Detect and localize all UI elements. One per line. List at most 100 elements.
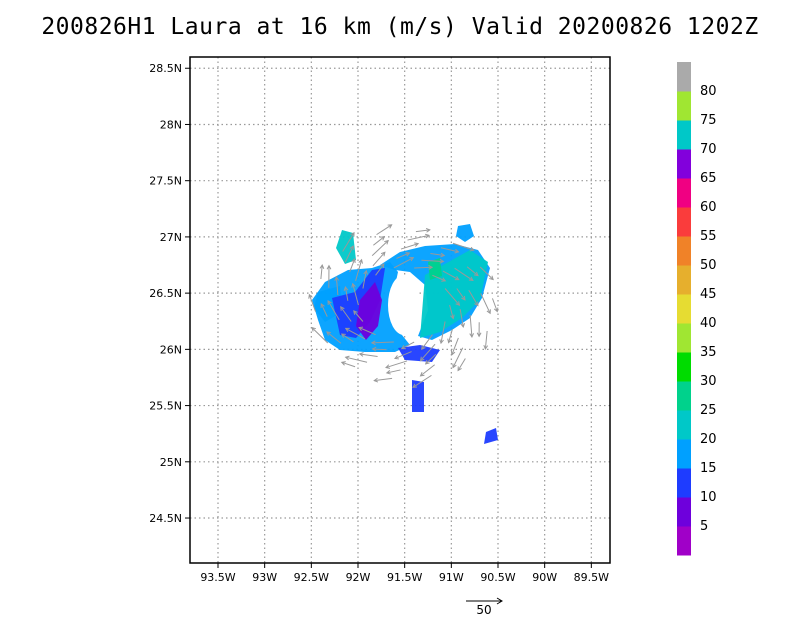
wind-vector-head	[450, 314, 455, 320]
colorbar-tick-label: 55	[700, 229, 717, 244]
wind-vector	[344, 286, 349, 301]
wind-vector-head	[343, 285, 349, 291]
wind-vector-head	[384, 239, 389, 245]
y-tick-label: 25.5N	[149, 400, 182, 413]
wind-vector	[457, 358, 466, 371]
wind-vector-head	[327, 300, 332, 305]
wind-vector-head	[371, 346, 377, 352]
wind-vector	[345, 356, 368, 363]
wind-vector-head	[351, 258, 356, 264]
wind-vector	[362, 270, 367, 289]
colorbar-swatch	[677, 178, 691, 208]
wind-vector	[326, 331, 342, 344]
wind-vector-head	[474, 301, 479, 307]
wind-speed-region	[398, 345, 440, 362]
wind-vector	[376, 224, 392, 236]
x-tick-label: 92W	[346, 571, 371, 584]
wind-vector-head	[373, 377, 379, 383]
wind-vector	[349, 258, 356, 273]
wind-vector-head	[308, 293, 313, 299]
wind-vector-head	[334, 276, 340, 281]
wind-speed-field	[312, 224, 498, 444]
colorbar-swatch	[677, 265, 691, 295]
wind-vector	[412, 374, 432, 388]
wind-vector-head	[424, 359, 430, 365]
colorbar-swatch	[677, 149, 691, 179]
colorbar-tick-label: 65	[700, 171, 717, 186]
wind-vector-head	[412, 383, 418, 388]
wind-vector	[374, 377, 393, 382]
wind-vector	[373, 236, 385, 246]
wind-vector	[372, 251, 386, 267]
wind-vector-head	[439, 258, 445, 264]
wind-vector-head	[421, 345, 426, 351]
colorbar-tick-label: 20	[700, 432, 717, 447]
wind-vector-head	[419, 356, 425, 362]
plot-frame	[189, 56, 611, 564]
wind-vector-head	[483, 345, 489, 350]
wind-vector-head	[455, 301, 461, 306]
colorbar-swatch	[677, 294, 691, 324]
wind-vector-head	[486, 309, 491, 315]
wind-vector-head	[340, 306, 345, 311]
wind-vector	[469, 314, 473, 337]
wind-vector	[355, 259, 363, 282]
wind-vector-head	[425, 233, 431, 239]
colorbar-swatch	[677, 352, 691, 382]
colorbar-tick-label: 50	[700, 258, 717, 273]
wind-vector	[451, 337, 459, 355]
wind-vector	[401, 341, 415, 350]
wind-speed-region	[412, 380, 424, 412]
wind-vector-head	[425, 227, 431, 233]
wind-vector	[353, 310, 364, 322]
wind-vector-head	[454, 276, 460, 281]
plot-area: 93.5W 93W 92.5W 92W 91.5W 91W 90.5W 90W 89.5W 24.…	[149, 56, 611, 584]
wind-vector	[375, 263, 385, 276]
x-tick-label: 90W	[532, 571, 557, 584]
wind-vector-head	[370, 340, 376, 346]
wind-vector	[432, 274, 446, 282]
x-tick-label: 89.5W	[574, 571, 609, 584]
colorbar-tick-label: 70	[700, 142, 717, 157]
wind-vector	[466, 266, 479, 276]
wind-vector-head	[363, 269, 368, 275]
wind-vector-head	[457, 366, 462, 372]
wind-vector-head	[460, 322, 466, 328]
wind-vector	[386, 369, 401, 374]
wind-vector-head	[440, 252, 446, 258]
wind-vector-head	[380, 263, 385, 269]
colorbar-swatch	[677, 410, 691, 440]
wind-vector	[484, 330, 488, 349]
x-tick-label: 91W	[439, 571, 464, 584]
colorbar-swatch	[677, 62, 691, 92]
wind-speed-region	[356, 282, 382, 340]
colorbar-tick-label: 60	[700, 200, 717, 215]
reference-arrow-head	[496, 597, 503, 605]
wind-vector	[420, 364, 435, 377]
wind-vectors	[308, 224, 499, 388]
colorbar-tick-label: 30	[700, 374, 717, 389]
wind-vector-head	[394, 355, 399, 360]
wind-vector	[341, 333, 354, 343]
wind-vector	[344, 245, 354, 263]
wind-vector	[459, 309, 464, 328]
wind-vector	[454, 267, 474, 281]
colorbar-swatch	[677, 207, 691, 237]
wind-vector	[400, 243, 419, 250]
wind-vector-head	[447, 338, 452, 344]
wind-vector-head	[351, 282, 356, 288]
wind-vector	[456, 288, 466, 301]
colorbar-tick-label: 35	[700, 345, 717, 360]
wind-vector-head	[387, 224, 393, 229]
wind-vector-head	[340, 333, 346, 338]
colorbar-tick-label: 80	[700, 84, 717, 99]
wind-vector-head	[419, 372, 425, 377]
wind-vector	[335, 277, 339, 296]
wind-vector	[421, 334, 433, 350]
colorbar-swatch	[677, 439, 691, 469]
wind-vector	[421, 259, 444, 262]
wind-vector-head	[473, 271, 479, 277]
wind-vector-head	[489, 275, 494, 281]
wind-vector	[449, 304, 454, 319]
